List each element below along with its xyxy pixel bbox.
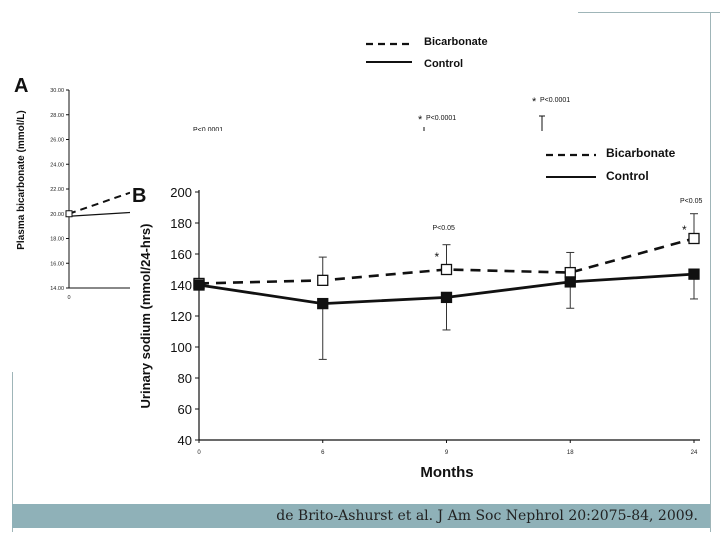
panel-b-control-point bbox=[688, 268, 700, 280]
panel-b-y-axis-label: Urinary sodium (mmol/24-hrs) bbox=[138, 224, 153, 409]
legend-b-bicarbonate-label: Bicarbonate bbox=[606, 146, 676, 160]
panel-b-significance-star: * bbox=[435, 250, 440, 264]
panel-a-label: A bbox=[14, 75, 28, 97]
panel-a-y-tick-label: 22.00 bbox=[50, 187, 64, 193]
panel-b-control-point bbox=[317, 297, 329, 310]
panel-b-y-tick-label: 100 bbox=[170, 340, 192, 355]
panel-b-axes bbox=[198, 190, 700, 441]
panel-a-p-value-label: P<0.0001 bbox=[426, 115, 456, 122]
panel-a-p-value-label: P<0.0001 bbox=[193, 127, 223, 134]
panel-b-bicarbonate-point bbox=[317, 274, 329, 287]
slide-frame-top bbox=[578, 12, 720, 13]
panel-b-y-tick-label: 200 bbox=[170, 185, 192, 200]
panel-b-control-point bbox=[193, 279, 205, 291]
panel-b-bicarbonate-point bbox=[440, 263, 453, 276]
panel-b-y-tick-label: 120 bbox=[170, 309, 192, 324]
panel-b-significance-star: * bbox=[682, 223, 687, 237]
panel-a-series bbox=[65, 191, 131, 218]
legend-a-bicarbonate-label: Bicarbonate bbox=[424, 36, 488, 48]
panel-b-series bbox=[193, 213, 700, 360]
panel-b-control-point bbox=[564, 276, 576, 288]
panel-b-x-axis-label: Months bbox=[420, 464, 473, 481]
panel-b-x-tick-label: 0 bbox=[197, 450, 201, 456]
panel-b-ticks: 200 180 160 140 120 100 80 60 40 0 6 9 18 24 bbox=[170, 185, 698, 456]
panel-b-p-value-label: P<0.05 bbox=[680, 198, 702, 205]
panel-b-bicarbonate-line bbox=[198, 237, 695, 285]
panel-b-background bbox=[130, 131, 710, 503]
panel-a-y-tick-label: 20.00 bbox=[50, 212, 64, 218]
panel-a-axes bbox=[68, 90, 132, 289]
panel-b-x-tick-label: 6 bbox=[321, 450, 325, 456]
panel-a-y-tick-label: 18.00 bbox=[50, 237, 64, 243]
panel-a-significance-star: * bbox=[532, 96, 537, 108]
slide-frame-left bbox=[12, 372, 13, 532]
citation-text: de Brito-Ashurst et al. J Am Soc Nephrol… bbox=[276, 508, 698, 524]
panel-a-y-tick-label: 26.00 bbox=[50, 138, 64, 144]
panel-b-y-tick-label: 160 bbox=[170, 247, 192, 262]
panel-b-chart: B Urinary sodium (mmol/24-hrs) Months 20… bbox=[132, 146, 702, 481]
panel-b-y-tick-label: 180 bbox=[170, 216, 192, 231]
citation-bar: de Brito-Ashurst et al. J Am Soc Nephrol… bbox=[12, 504, 710, 528]
panel-b-label: B bbox=[132, 185, 146, 207]
panel-a-x-tick-label: 0 bbox=[67, 295, 70, 301]
slide-frame-right bbox=[710, 12, 711, 532]
panel-a-chart: A Plasma bicarbonate (mmol/L) 30.00 28.00… bbox=[14, 36, 570, 301]
panel-a-y-tick-label: 28.00 bbox=[50, 113, 64, 119]
panel-a-p-value-label: P<0.0001 bbox=[540, 97, 570, 104]
panel-a-bicarbonate-point bbox=[65, 210, 73, 218]
panel-a-y-tick-label: 30.00 bbox=[50, 88, 64, 94]
panel-b-x-tick-label: 9 bbox=[445, 450, 449, 456]
panel-a-bicarbonate-line bbox=[68, 191, 131, 215]
panel-a-significance-star: * bbox=[418, 114, 423, 126]
panel-b-y-tick-label: 80 bbox=[178, 371, 192, 386]
panel-a-control-line bbox=[68, 211, 131, 217]
panel-b-bicarbonate-point bbox=[688, 232, 700, 245]
figure: A Plasma bicarbonate (mmol/L) 30.00 28.00… bbox=[14, 36, 710, 503]
panel-b-y-tick-label: 60 bbox=[178, 402, 192, 417]
panel-a-ticks: 30.00 28.00 26.00 24.00 22.00 20.00 18.00 16.00… bbox=[50, 88, 70, 301]
panel-b-bicarbonate-point bbox=[564, 266, 576, 279]
panel-b-p-value-label: P<0.05 bbox=[433, 225, 455, 232]
panel-b-x-tick-label: 18 bbox=[567, 450, 574, 456]
panel-b-annotations: P<0.05 * P<0.05 * bbox=[433, 198, 703, 264]
panel-b-y-tick-label: 140 bbox=[170, 278, 192, 293]
legend-b-control-label: Control bbox=[606, 169, 649, 183]
panel-b-y-tick-label: 40 bbox=[178, 433, 192, 448]
panel-a-y-axis-label: Plasma bicarbonate (mmol/L) bbox=[16, 110, 27, 249]
panel-b-control-point bbox=[440, 291, 453, 304]
panel-a-y-tick-label: 14.00 bbox=[50, 286, 64, 292]
panel-a-annotations: P<0.0001* P<0.0001* P<0.0001 bbox=[193, 96, 570, 134]
legend-a-control-label: Control bbox=[424, 58, 463, 70]
panel-a-y-tick-label: 24.00 bbox=[50, 162, 64, 168]
panel-a-y-tick-label: 16.00 bbox=[50, 261, 64, 267]
panel-b-x-tick-label: 24 bbox=[691, 450, 698, 456]
